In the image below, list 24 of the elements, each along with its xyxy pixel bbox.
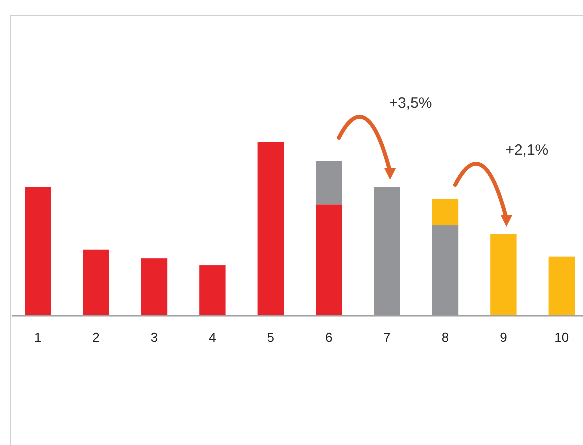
x-tick-label: 9	[500, 330, 508, 345]
x-tick-label: 6	[325, 330, 333, 345]
text: +3,5%	[389, 95, 432, 112]
x-tick-label: 10	[554, 330, 570, 345]
bar	[83, 250, 110, 316]
x-tick-label: 1	[34, 330, 42, 345]
x-tick-label: 4	[209, 330, 216, 345]
bar	[258, 142, 284, 316]
x-tick-label: 2	[92, 330, 100, 345]
bar	[432, 226, 459, 316]
x-tick-label: 3	[150, 330, 158, 345]
bar	[25, 187, 52, 316]
bar	[141, 258, 168, 316]
annotation: +2,1%	[506, 142, 549, 159]
x-tick-label: 7	[384, 330, 391, 345]
bar	[316, 204, 342, 316]
x-tick-label: 8	[442, 330, 450, 345]
bar	[432, 199, 459, 226]
bar	[548, 256, 575, 316]
bar	[200, 266, 226, 316]
x-tick-label: 5	[267, 330, 275, 345]
bar	[316, 161, 342, 205]
bar	[490, 234, 517, 316]
bar	[374, 187, 400, 316]
